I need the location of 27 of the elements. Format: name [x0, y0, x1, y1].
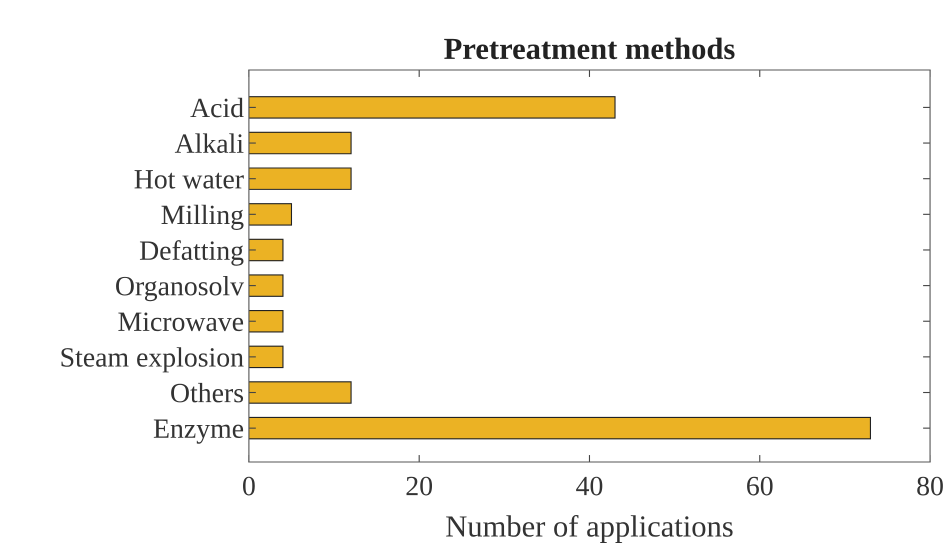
bar	[248, 346, 284, 368]
bar	[248, 96, 616, 119]
bar	[248, 274, 284, 297]
y-tick-label: Organosolv	[116, 276, 244, 302]
y-tick-label: Milling	[161, 204, 244, 230]
bar	[248, 167, 352, 190]
y-tick-label: Enzyme	[154, 420, 244, 444]
chart-title: Pretreatment methods	[444, 38, 735, 60]
x-tick-label: 0	[243, 476, 255, 496]
x-tick-label: 80	[917, 476, 943, 496]
x-axis-title: Number of applications	[446, 514, 733, 543]
y-tick-label: Hot water	[134, 170, 244, 189]
y-tick-label: Defatting	[140, 240, 244, 266]
y-tick-label: Alkali	[174, 133, 244, 153]
bar	[248, 132, 352, 154]
bar	[248, 416, 872, 440]
bar	[248, 310, 284, 332]
bar	[248, 381, 352, 404]
bar	[248, 238, 284, 262]
y-tick-label: Microwave	[118, 312, 244, 332]
y-tick-label: Steam explosion	[62, 347, 244, 372]
x-tick-label: 40	[576, 476, 602, 496]
y-tick-label: Acid	[190, 98, 244, 118]
y-tick-label: Others	[171, 382, 244, 402]
x-tick-label: 60	[747, 476, 773, 496]
x-tick-label: 20	[406, 476, 432, 496]
bar	[248, 203, 292, 226]
